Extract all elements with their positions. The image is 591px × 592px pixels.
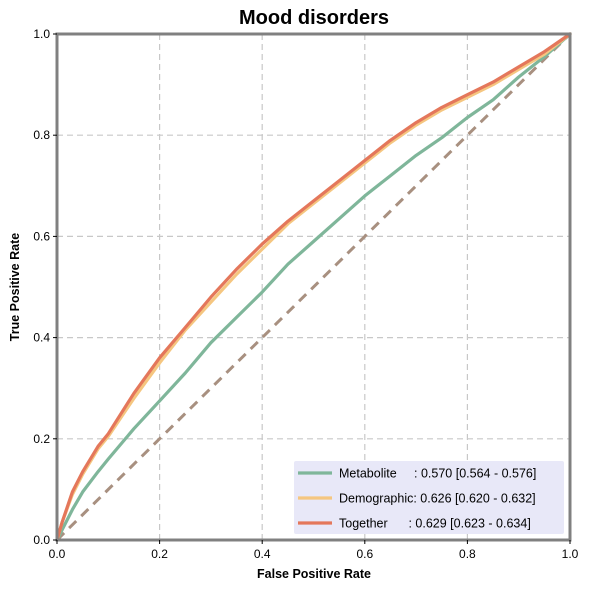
legend-label-together: Together : 0.629 [0.623 - 0.634] bbox=[339, 517, 531, 531]
y-axis-ticks: 0.0 0.2 0.4 0.6 0.8 1.0 bbox=[33, 27, 57, 547]
legend-label-demographic: Demographic: 0.626 [0.620 - 0.632] bbox=[339, 492, 536, 506]
x-axis-ticks: 0.0 0.2 0.4 0.6 0.8 1.0 bbox=[49, 540, 579, 561]
legend: Metabolite : 0.570 [0.564 - 0.576] Demogr… bbox=[294, 461, 564, 534]
y-tick-label: 0.4 bbox=[33, 331, 50, 345]
legend-background bbox=[294, 461, 564, 534]
series-line-metabolite bbox=[55, 32, 572, 542]
reference-diagonal bbox=[55, 32, 572, 542]
x-tick-label: 0.4 bbox=[254, 547, 271, 561]
x-tick-label: 1.0 bbox=[562, 547, 579, 561]
y-tick-label: 0.0 bbox=[33, 533, 50, 547]
x-tick-label: 0.8 bbox=[459, 547, 476, 561]
y-tick-label: 0.2 bbox=[33, 432, 50, 446]
chance-line bbox=[55, 32, 572, 542]
y-axis-label: True Positive Rate bbox=[8, 233, 22, 341]
x-tick-label: 0.0 bbox=[49, 547, 66, 561]
y-tick-label: 0.8 bbox=[33, 128, 50, 142]
x-axis-label: False Positive Rate bbox=[257, 567, 371, 581]
legend-label-metabolite: Metabolite : 0.570 [0.564 - 0.576] bbox=[339, 467, 536, 481]
x-tick-label: 0.6 bbox=[356, 547, 373, 561]
chart-title: Mood disorders bbox=[239, 7, 389, 29]
x-tick-label: 0.2 bbox=[151, 547, 168, 561]
y-tick-label: 0.6 bbox=[33, 229, 50, 243]
y-tick-label: 1.0 bbox=[33, 27, 50, 41]
axes-frame bbox=[55, 32, 572, 542]
roc-series bbox=[55, 32, 572, 542]
series-line-together bbox=[55, 32, 572, 542]
